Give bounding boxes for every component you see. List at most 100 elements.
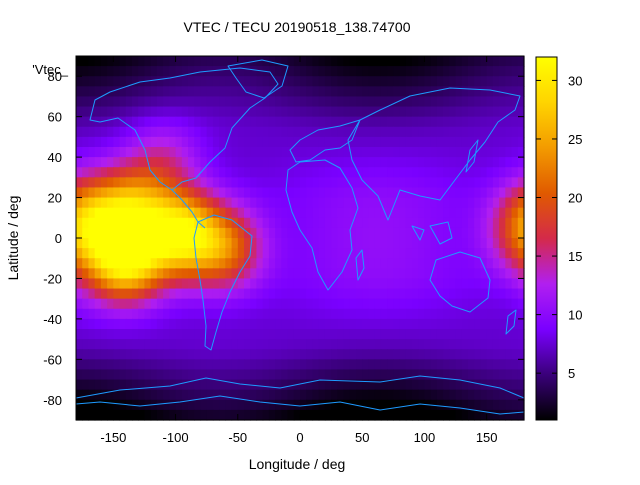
- heatmap-cell: [492, 66, 500, 77]
- coastlines: [75, 59, 525, 415]
- heatmap-cell: [181, 207, 189, 219]
- heatmap-cell: [324, 349, 332, 360]
- heatmap-cell: [455, 126, 463, 138]
- heatmap-cell: [337, 197, 345, 209]
- x-tick-label: 50: [355, 430, 369, 445]
- heatmap-cell: [300, 288, 307, 300]
- heatmap-cell: [511, 379, 519, 391]
- heatmap-cell: [399, 207, 407, 219]
- heatmap-cell: [443, 349, 450, 360]
- heatmap-cell: [94, 66, 102, 77]
- heatmap-cell: [293, 66, 301, 77]
- heatmap-cell: [256, 76, 264, 87]
- heatmap-cell: [337, 318, 345, 330]
- heatmap-cell: [318, 197, 326, 209]
- heatmap-cell: [88, 227, 96, 239]
- heatmap-cell: [337, 96, 345, 108]
- heatmap-cell: [150, 399, 158, 411]
- heatmap-cell: [144, 409, 152, 421]
- heatmap-cell: [380, 197, 388, 209]
- heatmap-cell: [424, 409, 432, 421]
- heatmap-cell: [480, 308, 488, 320]
- heatmap-cell: [100, 278, 108, 290]
- heatmap-cell: [244, 167, 251, 178]
- heatmap-cell: [461, 187, 469, 199]
- heatmap-cell: [150, 227, 158, 239]
- heatmap-cell: [387, 248, 394, 259]
- heatmap-cell: [455, 278, 463, 290]
- heatmap-cell: [505, 329, 513, 340]
- heatmap-cell: [449, 409, 457, 421]
- heatmap-cell: [399, 409, 407, 421]
- heatmap-cell: [237, 318, 245, 330]
- heatmap-cell: [163, 217, 170, 229]
- heatmap-cell: [200, 238, 208, 249]
- heatmap-cell: [362, 359, 370, 371]
- heatmap-cell: [324, 329, 332, 340]
- x-tick-label: 100: [414, 430, 436, 445]
- heatmap-cell: [306, 197, 314, 209]
- heatmap-cell: [468, 399, 475, 411]
- heatmap-cell: [212, 187, 220, 199]
- heatmap-cell: [107, 329, 114, 340]
- heatmap-cell: [474, 167, 482, 178]
- heatmap-cell: [418, 278, 426, 290]
- heatmap-cell: [511, 187, 519, 199]
- heatmap-cell: [163, 197, 170, 209]
- heatmap-cell: [206, 278, 214, 290]
- heatmap-cell: [212, 369, 220, 381]
- heatmap-cell: [250, 66, 258, 77]
- heatmap-cell: [188, 56, 195, 67]
- heatmap-cell: [337, 369, 345, 381]
- heatmap-cell: [94, 207, 102, 219]
- heatmap-cell: [324, 409, 332, 421]
- heatmap-cell: [100, 136, 108, 148]
- heatmap-cell: [356, 66, 363, 77]
- heatmap-cell: [287, 86, 295, 98]
- heatmap-cell: [113, 136, 121, 148]
- heatmap-cell: [331, 379, 338, 391]
- heatmap-cell: [268, 369, 276, 381]
- heatmap-cell: [119, 136, 127, 148]
- heatmap-cell: [119, 238, 127, 249]
- heatmap-cell: [132, 288, 139, 300]
- heatmap-cell: [505, 359, 513, 371]
- heatmap-cell: [144, 359, 152, 371]
- heatmap-cell: [113, 369, 121, 381]
- heatmap-cell: [262, 227, 270, 239]
- heatmap-cell: [82, 106, 90, 118]
- heatmap-cell: [107, 238, 114, 249]
- heatmap-cell: [88, 278, 96, 290]
- heatmap-cell: [219, 298, 226, 310]
- heatmap-cell: [430, 76, 438, 87]
- heatmap-cell: [163, 399, 170, 411]
- heatmap-cell: [119, 339, 127, 350]
- heatmap-cell: [318, 409, 326, 421]
- heatmap-cell: [461, 379, 469, 391]
- heatmap-cell: [156, 86, 164, 98]
- heatmap-cell: [517, 238, 525, 249]
- heatmap-cell: [225, 167, 233, 178]
- heatmap-cell: [113, 167, 121, 178]
- heatmap-cell: [107, 136, 114, 148]
- heatmap-cell: [82, 147, 90, 158]
- heatmap-cell: [349, 389, 357, 401]
- heatmap-cell: [436, 197, 444, 209]
- heatmap-cell: [424, 329, 432, 340]
- heatmap-cell: [268, 258, 276, 269]
- heatmap-cell: [318, 187, 326, 199]
- heatmap-cell: [244, 177, 251, 189]
- heatmap-cell: [430, 248, 438, 259]
- heatmap-cell: [275, 399, 282, 411]
- heatmap-cell: [150, 116, 158, 128]
- heatmap-cell: [430, 238, 438, 249]
- heatmap-cell: [337, 86, 345, 98]
- heatmap-cell: [287, 238, 295, 249]
- heatmap-cell: [275, 359, 282, 371]
- heatmap-cell: [237, 207, 245, 219]
- heatmap-cell: [175, 197, 183, 209]
- heatmap-cell: [188, 66, 195, 77]
- heatmap-cell: [436, 157, 444, 168]
